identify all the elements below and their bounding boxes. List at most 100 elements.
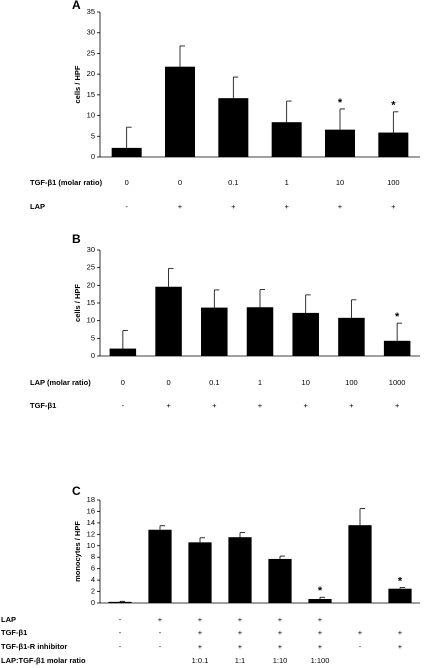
condition-value: + <box>178 202 183 211</box>
bar <box>325 129 355 157</box>
condition-value: 1:10 <box>273 656 288 665</box>
condition-value: + <box>166 401 171 410</box>
condition-value: 1 <box>285 178 289 187</box>
condition-label: TGF-β1 <box>30 401 56 410</box>
condition-label: LAP (molar ratio) <box>30 378 91 387</box>
condition-value: + <box>278 615 283 624</box>
condition-value: + <box>338 202 343 211</box>
y-tick-label: 5 <box>91 131 95 140</box>
bar <box>388 588 412 603</box>
condition-value: + <box>391 202 396 211</box>
condition-value: + <box>349 401 354 410</box>
y-tick-label: 2 <box>91 587 95 596</box>
condition-value: - <box>125 202 128 211</box>
condition-value: - <box>159 628 162 637</box>
bar <box>109 348 137 356</box>
condition-value: + <box>318 615 323 624</box>
y-tick-label: 0 <box>91 351 95 360</box>
condition-value: 0 <box>121 378 125 387</box>
y-tick-label: 20 <box>87 69 95 78</box>
condition-value: + <box>258 401 263 410</box>
condition-value: + <box>284 202 289 211</box>
condition-value: + <box>238 642 243 651</box>
y-tick-label: 8 <box>91 552 95 561</box>
y-tick-label: 30 <box>87 245 95 254</box>
y-axis-label: cells / HPF <box>73 284 82 322</box>
condition-value: 0.1 <box>209 378 219 387</box>
condition-value: 1:1 <box>235 656 245 665</box>
y-tick-label: 30 <box>87 28 95 37</box>
condition-value: - <box>122 401 125 410</box>
bar <box>111 147 142 157</box>
condition-value: + <box>398 642 403 651</box>
condition-value: 10 <box>302 378 310 387</box>
condition-value: + <box>398 628 403 637</box>
condition-label: LAP <box>1 615 16 624</box>
bar <box>218 98 249 157</box>
y-tick-label: 35 <box>87 7 95 16</box>
significance-marker: * <box>338 97 343 109</box>
panel-label: A <box>72 0 81 12</box>
bar <box>271 122 302 157</box>
y-axis-label: cells / HPF <box>73 65 82 103</box>
condition-value: + <box>304 401 309 410</box>
y-tick-label: 10 <box>87 316 95 325</box>
y-tick-label: 18 <box>87 495 95 504</box>
y-tick-label: 15 <box>87 90 95 99</box>
condition-value: 1 <box>258 378 262 387</box>
bar <box>165 66 195 157</box>
condition-value: + <box>278 628 283 637</box>
condition-value: - <box>159 642 162 651</box>
condition-value: 1:100 <box>311 656 330 665</box>
condition-value: + <box>198 628 203 637</box>
condition-value: 100 <box>387 178 400 187</box>
condition-label: TGF-β1-R inhibitor <box>1 642 67 651</box>
y-tick-label: 25 <box>87 263 95 272</box>
condition-value: + <box>358 628 363 637</box>
panel-label: C <box>72 484 81 498</box>
condition-label: LAP:TGF-β1 molar ratio <box>1 656 86 665</box>
significance-marker: * <box>391 100 396 112</box>
condition-value: + <box>238 615 243 624</box>
y-tick-label: 16 <box>87 506 95 515</box>
condition-value: 0 <box>178 178 182 187</box>
bar <box>383 340 411 356</box>
bar <box>268 558 292 603</box>
condition-label: TGF-β1 <box>1 628 27 637</box>
bar <box>201 307 228 356</box>
condition-label: LAP <box>30 202 45 211</box>
condition-value: - <box>119 615 122 624</box>
y-tick-label: 10 <box>87 111 95 120</box>
bar <box>338 317 365 356</box>
bar <box>188 542 212 603</box>
condition-value: + <box>318 628 323 637</box>
condition-value: - <box>119 642 122 651</box>
condition-value: 0 <box>166 378 170 387</box>
condition-value: + <box>231 202 236 211</box>
condition-value: + <box>158 615 163 624</box>
y-tick-label: 10 <box>87 541 95 550</box>
condition-value: + <box>395 401 400 410</box>
condition-value: - <box>119 628 122 637</box>
y-tick-label: 6 <box>91 564 95 573</box>
condition-value: 0 <box>125 178 129 187</box>
condition-value: 1000 <box>389 378 406 387</box>
condition-value: + <box>238 628 243 637</box>
y-tick-label: 5 <box>91 333 95 342</box>
bar <box>228 537 252 603</box>
significance-marker: * <box>395 311 400 323</box>
significance-marker: * <box>398 575 403 587</box>
y-tick-label: 25 <box>87 48 95 57</box>
condition-value: - <box>359 642 362 651</box>
bar <box>348 525 372 603</box>
condition-value: 100 <box>345 378 358 387</box>
y-axis-label: monocytes / HPF <box>73 521 82 582</box>
condition-value: + <box>198 642 203 651</box>
condition-value: + <box>278 642 283 651</box>
bar <box>148 529 172 603</box>
bar <box>292 312 319 356</box>
y-tick-label: 12 <box>87 529 95 538</box>
condition-value: + <box>212 401 217 410</box>
bar <box>308 598 332 603</box>
